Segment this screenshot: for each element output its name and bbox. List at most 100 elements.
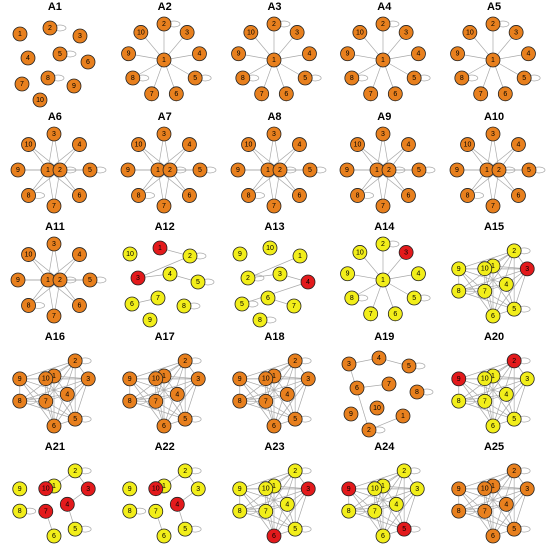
node: 9	[231, 481, 247, 497]
node-label: 2	[381, 241, 385, 248]
panel-title: A5	[487, 1, 502, 13]
node: 2	[240, 270, 255, 286]
node: 6	[375, 528, 391, 544]
node-circle	[52, 162, 68, 178]
node-label: 7	[259, 91, 263, 98]
edge	[458, 488, 494, 537]
node: 10	[133, 25, 149, 40]
node: 9	[451, 481, 467, 497]
node-circle	[397, 521, 412, 537]
edge	[155, 360, 186, 402]
node: 5	[506, 521, 522, 537]
node-circle	[156, 126, 172, 142]
panel-a10: A10 1 2 3 4 5 6 7 8 9 10	[439, 110, 549, 220]
node-label: 1	[381, 277, 385, 284]
node-label: 6	[86, 59, 90, 66]
node: 6	[511, 188, 527, 203]
node-label: 5	[308, 167, 312, 174]
node-circle	[243, 25, 258, 40]
node-circle	[234, 296, 249, 312]
node-circle	[363, 306, 379, 322]
node-label: 7	[154, 398, 158, 405]
network-graph: 1 2 3 4 5 6 7 8 9 10	[12, 463, 96, 544]
node-label: 10	[244, 142, 252, 149]
node-label: 3	[162, 131, 166, 138]
panel-title: A2	[157, 1, 172, 13]
node-label: 9	[346, 271, 350, 278]
node-circle	[12, 503, 28, 519]
node: 3	[80, 371, 96, 387]
node: 10	[32, 92, 48, 108]
node: 8	[125, 70, 141, 86]
node-label: 5	[88, 277, 92, 284]
node-label: 2	[188, 253, 192, 260]
node-label: 7	[491, 203, 495, 210]
node-label: 8	[182, 303, 186, 310]
node-label: 4	[417, 271, 421, 278]
node-label: 9	[18, 376, 22, 383]
node-label: 1	[491, 263, 495, 270]
node: 8	[240, 188, 256, 203]
node-circle	[182, 248, 198, 264]
node-circle	[407, 290, 422, 306]
node-circle	[67, 463, 83, 479]
node: 3	[300, 481, 316, 497]
node-label: 7	[150, 91, 154, 98]
node-circle	[516, 70, 532, 86]
node-label: 4	[307, 51, 311, 58]
node-label: 4	[297, 142, 301, 149]
node-circle	[279, 496, 295, 512]
node-label: 6	[187, 192, 191, 199]
node: 5	[82, 162, 98, 178]
node-circle	[230, 46, 246, 62]
node: 5	[67, 521, 83, 537]
node: 8	[252, 312, 267, 328]
edge	[273, 378, 309, 427]
node: 5	[287, 521, 303, 537]
node-label: 2	[246, 275, 250, 282]
node: 4	[20, 50, 36, 66]
node: 6	[485, 308, 501, 324]
node-circle	[42, 20, 58, 36]
node: 5	[52, 46, 68, 62]
node-label: 1	[485, 167, 489, 174]
panel-a6: A6 1 2 3 4 5 6 7 8 9 10	[0, 110, 110, 220]
node-circle	[409, 384, 425, 400]
node-label: 6	[297, 192, 301, 199]
panel-a4: A4 1 2 3 4 5 6 7 8 9 10	[329, 0, 439, 110]
node: 5	[407, 70, 422, 86]
node: 2	[156, 16, 172, 32]
node: 7	[381, 376, 397, 392]
node-circle	[130, 188, 146, 203]
node-circle	[181, 137, 197, 152]
node-label: 8	[136, 192, 140, 199]
node-circle	[156, 198, 172, 214]
node: 2	[485, 16, 501, 32]
node-label: 8	[46, 75, 50, 82]
network-graph: 1 2 3 4 5 6 7 8 9 10	[450, 16, 541, 102]
node-circle	[148, 371, 163, 387]
node: 2	[177, 353, 193, 369]
node: 8	[122, 503, 137, 519]
node-label: 10	[25, 142, 33, 149]
node-label: 1	[52, 483, 56, 490]
node: 8	[21, 188, 36, 203]
network-graph: 1 2 3 4 5 6 7 8 9 10	[230, 126, 326, 214]
node-label: 1	[52, 373, 56, 380]
panel-a13: A13 1 2 3 4 5 6 7 8 9 10	[220, 220, 330, 330]
node-label: 7	[263, 398, 267, 405]
node-label: 10	[134, 142, 142, 149]
node-circle	[179, 25, 195, 40]
node: 7	[156, 198, 172, 214]
node-circle	[506, 301, 522, 317]
node: 7	[257, 503, 273, 519]
node-label: 2	[512, 358, 516, 365]
node: 10	[122, 246, 138, 262]
node-label: 4	[285, 391, 289, 398]
node: 9	[10, 162, 26, 178]
node-label: 9	[457, 266, 461, 273]
node-circle	[38, 371, 54, 387]
edge	[265, 360, 296, 402]
node-label: 1	[156, 167, 160, 174]
node-label: 6	[407, 192, 411, 199]
